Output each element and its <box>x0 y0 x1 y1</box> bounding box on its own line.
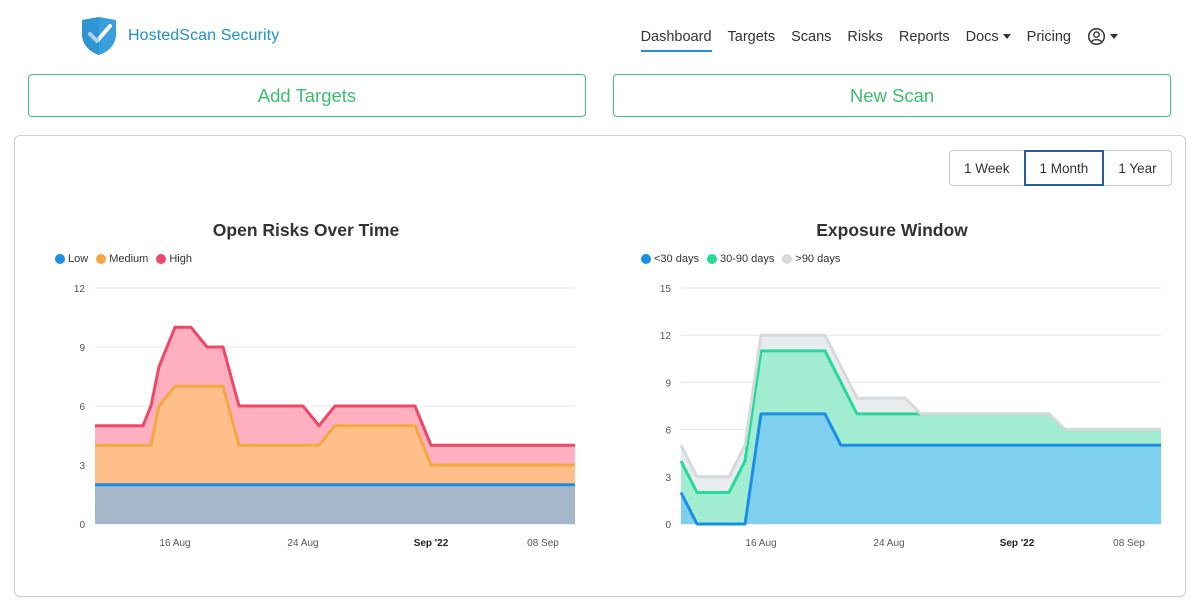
area-medium <box>95 386 575 485</box>
range-1-year-button[interactable]: 1 Year <box>1103 150 1172 186</box>
nav-docs-dropdown[interactable]: Docs <box>966 29 1011 52</box>
y-tick-label: 12 <box>74 284 86 295</box>
legend-dot <box>782 254 793 264</box>
user-circle-icon <box>1087 27 1106 46</box>
nav-docs-label: Docs <box>965 28 999 45</box>
area-low <box>95 484 575 524</box>
chart-legend: <30 days 30-90 days >90 days <box>641 253 840 265</box>
line-high <box>95 325 575 447</box>
y-tick-label: 12 <box>660 331 672 342</box>
legend-dot <box>706 254 717 264</box>
y-tick-label: 6 <box>665 426 671 437</box>
legend-dot <box>55 254 65 264</box>
main-nav: Dashboard Targets Scans Risks Reports Do… <box>640 27 1118 53</box>
x-tick-label: 08 Sep <box>527 538 559 549</box>
legend-label: <30 days <box>654 253 699 265</box>
line-medium <box>95 384 575 467</box>
chart-title: Open Risks Over Time <box>212 220 400 240</box>
x-tick-label: 08 Sep <box>1113 538 1145 549</box>
range-1-week-button[interactable]: 1 Week <box>949 150 1025 186</box>
legend-dot <box>96 254 107 264</box>
legend-label: Medium <box>109 253 149 265</box>
area-30-90-days <box>681 350 1161 524</box>
y-tick-label: 3 <box>79 461 85 472</box>
legend-item-under-30-days[interactable]: <30 days <box>641 253 699 265</box>
caret-down-icon <box>1002 34 1011 40</box>
nav-targets[interactable]: Targets <box>727 28 776 45</box>
navbar: HostedScan Security Dashboard Targets Sc… <box>0 0 1200 70</box>
nav-risks[interactable]: Risks <box>847 28 883 45</box>
caret-down-icon <box>1110 34 1118 39</box>
legend-label: 30-90 days <box>719 253 775 265</box>
x-tick-label: 16 Aug <box>745 538 776 549</box>
legend-label: Low <box>68 253 89 265</box>
legend-item-over-90-days[interactable]: >90 days <box>782 253 840 265</box>
legend-dot <box>641 254 651 264</box>
user-menu[interactable] <box>1087 27 1118 53</box>
legend-dot <box>156 254 167 264</box>
legend-label: >90 days <box>795 253 841 265</box>
x-tick-label: Sep '22 <box>414 538 449 549</box>
legend-label: High <box>169 253 192 265</box>
open-risks-chart: Open Risks Over Time Low Medium High 0 3 6… <box>41 216 601 576</box>
area-30-days <box>681 413 1161 524</box>
brand-name: HostedScan Security <box>128 27 280 44</box>
nav-pricing[interactable]: Pricing <box>1026 28 1071 45</box>
x-tick-label: 16 Aug <box>159 538 190 549</box>
line-90-days <box>679 333 1161 479</box>
y-tick-label: 6 <box>79 402 85 413</box>
nav-scans[interactable]: Scans <box>791 28 832 45</box>
y-tick-label: 3 <box>665 473 671 484</box>
shield-logo-icon <box>82 17 116 55</box>
y-tick-label: 9 <box>79 343 85 354</box>
area-high <box>95 327 575 465</box>
x-tick-label: 24 Aug <box>873 538 904 549</box>
legend-item-medium[interactable]: Medium <box>96 253 148 265</box>
chart-title: Exposure Window <box>816 220 968 240</box>
legend-item-high[interactable]: High <box>156 253 192 265</box>
x-tick-label: Sep '22 <box>1000 538 1035 549</box>
nav-dashboard[interactable]: Dashboard <box>640 29 712 52</box>
open-risks-plot: 0 3 6 9 12 16 Aug 24 Aug Sep '22 08 Sep <box>74 284 575 549</box>
nav-reports[interactable]: Reports <box>898 28 950 45</box>
range-1-month-button[interactable]: 1 Month <box>1023 150 1105 186</box>
y-tick-label: 9 <box>665 378 671 389</box>
exposure-window-chart: Exposure Window <30 days 30-90 days >90 … <box>627 216 1187 576</box>
y-tick-label: 0 <box>665 520 671 531</box>
x-tick-label: 24 Aug <box>287 538 318 549</box>
legend-item-30-90-days[interactable]: 30-90 days <box>706 253 775 265</box>
line-30-days <box>679 412 1161 526</box>
new-scan-button[interactable]: New Scan <box>613 74 1171 117</box>
time-range-selector: 1 Week 1 Month 1 Year <box>949 150 1172 186</box>
legend-item-low[interactable]: Low <box>55 253 88 265</box>
brand-logo-link[interactable]: HostedScan Security <box>80 16 279 56</box>
y-tick-label: 0 <box>79 520 85 531</box>
add-targets-button[interactable]: Add Targets <box>28 74 586 117</box>
chart-legend: Low Medium High <box>55 253 192 265</box>
y-tick-label: 15 <box>660 284 672 295</box>
exposure-window-plot: 0 3 6 9 12 15 16 Aug 24 Aug Sep '22 08 Sep <box>660 284 1161 549</box>
dashboard-panel: 1 Week 1 Month 1 Year Open Risks Over Ti… <box>14 135 1186 597</box>
